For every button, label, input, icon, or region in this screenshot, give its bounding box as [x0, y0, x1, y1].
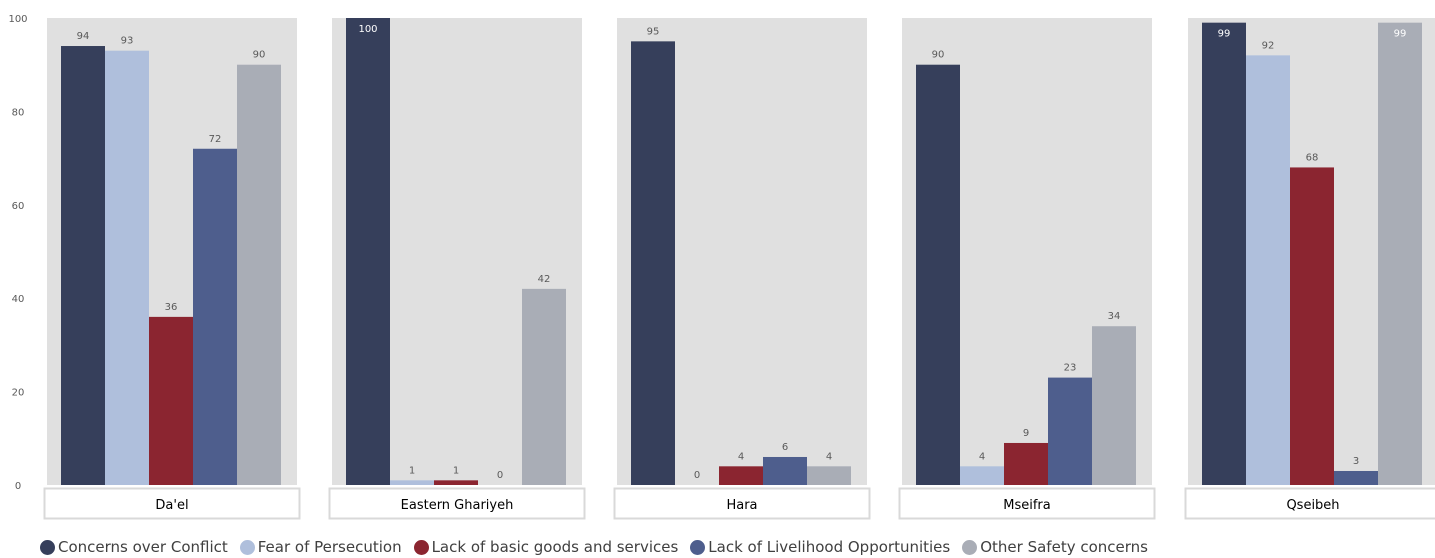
data-label: 9: [1023, 428, 1029, 439]
legend-marker: [414, 540, 429, 555]
data-label: 90: [253, 50, 266, 61]
data-label: 99: [1394, 29, 1407, 40]
bar: [1004, 443, 1048, 485]
y-tick-label: 20: [12, 388, 25, 399]
data-label: 34: [1108, 311, 1121, 322]
bar: [1202, 23, 1246, 485]
category-label: Qseibeh: [1286, 498, 1339, 513]
data-label: 68: [1306, 152, 1319, 163]
data-label: 90: [932, 50, 945, 61]
bar: [631, 41, 675, 485]
bar: [1378, 23, 1422, 485]
bar: [149, 317, 193, 485]
data-label: 100: [358, 24, 377, 35]
bar: [346, 18, 390, 485]
bar: [960, 466, 1004, 485]
data-label: 95: [647, 26, 660, 37]
bar: [390, 480, 434, 485]
legend-item: Concerns over Conflict: [40, 538, 228, 556]
data-label: 23: [1064, 363, 1077, 374]
data-label: 4: [826, 451, 832, 462]
data-label: 94: [77, 31, 90, 42]
bar: [237, 65, 281, 485]
y-tick-label: 0: [15, 481, 21, 492]
data-label: 92: [1262, 40, 1275, 51]
data-label: 42: [538, 274, 551, 285]
legend-label: Fear of Persecution: [258, 538, 402, 556]
bar: [522, 289, 566, 485]
data-label: 4: [979, 451, 985, 462]
category-label: Eastern Ghariyeh: [401, 498, 514, 513]
legend-marker: [690, 540, 705, 555]
y-tick-label: 60: [12, 201, 25, 212]
bar: [1092, 326, 1136, 485]
data-label: 0: [497, 470, 503, 481]
legend-item: Fear of Persecution: [240, 538, 402, 556]
category-label: Da'el: [155, 498, 188, 513]
data-label: 99: [1218, 29, 1231, 40]
data-label: 0: [694, 470, 700, 481]
legend: Concerns over Conflict Fear of Persecutio…: [40, 536, 1160, 558]
category-label: Hara: [726, 498, 757, 513]
bar: [1290, 167, 1334, 485]
legend-item: Lack of Livelihood Opportunities: [690, 538, 950, 556]
y-tick-label: 80: [12, 107, 25, 118]
bar: [719, 466, 763, 485]
legend-label: Lack of basic goods and services: [432, 538, 679, 556]
legend-item: Other Safety concerns: [962, 538, 1148, 556]
data-label: 1: [453, 465, 459, 476]
data-label: 36: [165, 302, 178, 313]
legend-label: Other Safety concerns: [980, 538, 1148, 556]
bar: [916, 65, 960, 485]
y-tick-label: 100: [8, 14, 27, 25]
legend-item: Lack of basic goods and services: [414, 538, 679, 556]
bar: [105, 51, 149, 485]
bar: [61, 46, 105, 485]
category-label: Mseifra: [1003, 498, 1051, 513]
data-label: 3: [1353, 456, 1359, 467]
bar: [1048, 378, 1092, 485]
bar: [1334, 471, 1378, 485]
bar: [807, 466, 851, 485]
bar: [434, 480, 478, 485]
legend-marker: [240, 540, 255, 555]
y-tick-label: 40: [12, 294, 25, 305]
legend-label: Lack of Livelihood Opportunities: [708, 538, 950, 556]
legend-label: Concerns over Conflict: [58, 538, 228, 556]
data-label: 72: [209, 134, 222, 145]
bar: [763, 457, 807, 485]
data-label: 6: [782, 442, 788, 453]
bar: [193, 149, 237, 485]
data-label: 93: [121, 36, 134, 47]
legend-marker: [40, 540, 55, 555]
legend-marker: [962, 540, 977, 555]
bar: [1246, 55, 1290, 485]
data-label: 4: [738, 451, 744, 462]
data-label: 1: [409, 465, 415, 476]
